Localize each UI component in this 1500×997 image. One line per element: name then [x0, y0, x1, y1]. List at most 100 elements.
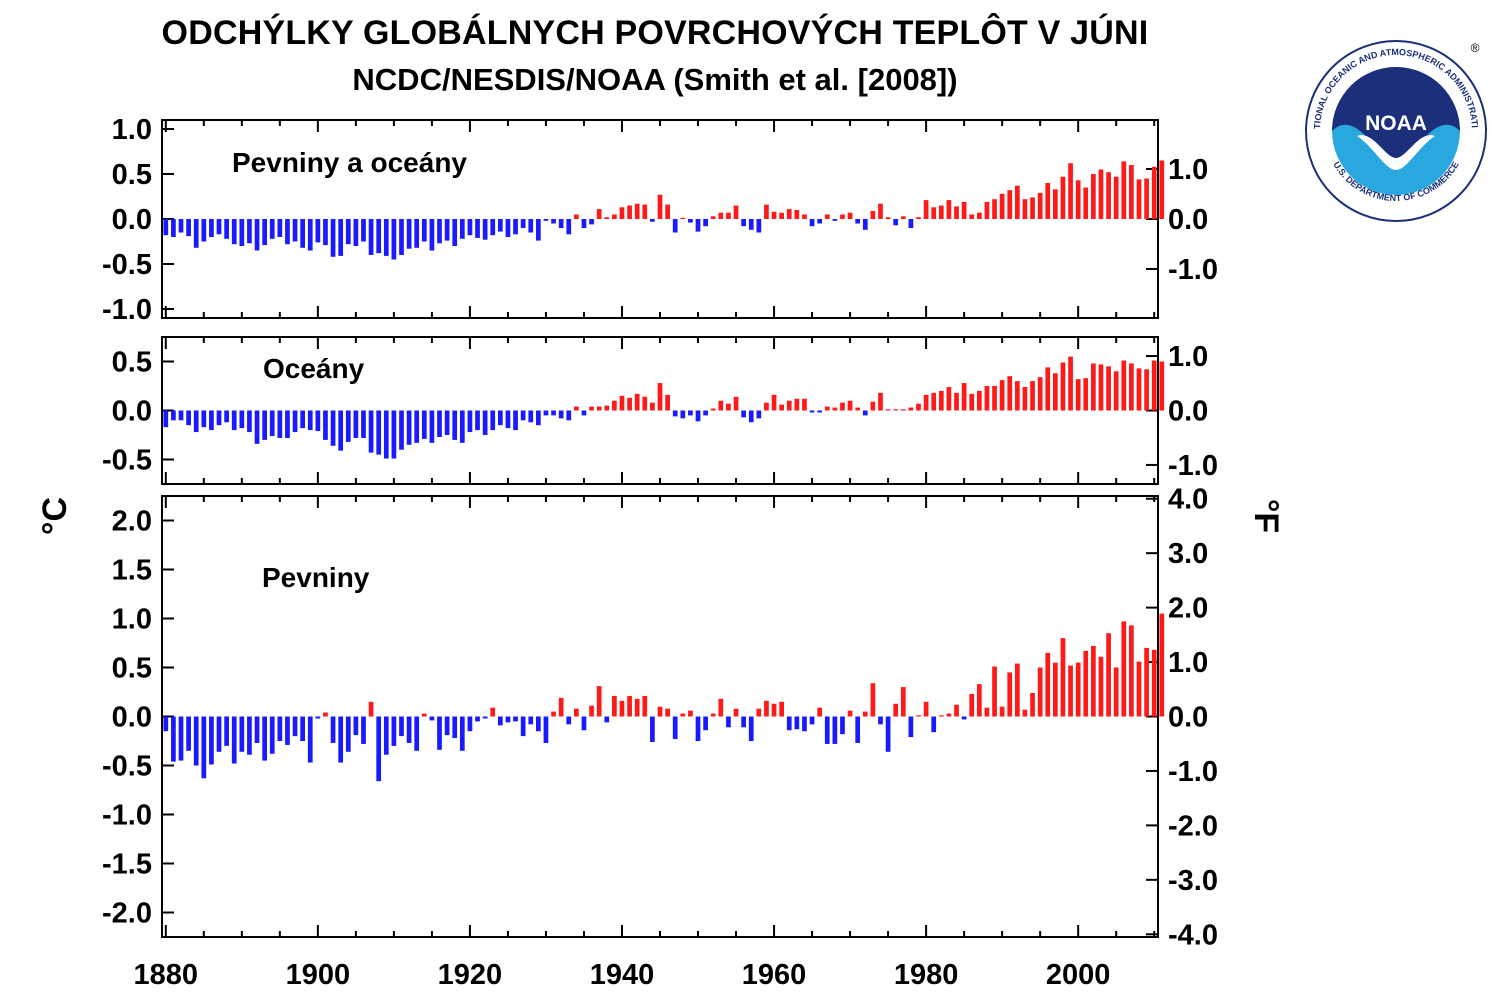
bar-1926 — [513, 410, 518, 431]
bar-1933 — [566, 716, 572, 725]
bar-1977 — [900, 409, 906, 411]
bar-1971 — [855, 407, 861, 411]
bar-2009 — [1144, 178, 1149, 219]
bar-1936 — [589, 219, 594, 225]
bar-1950 — [695, 410, 701, 422]
y-tick-label-fahrenheit: -3.0 — [1168, 865, 1218, 897]
x-tick-label-2000: 2000 — [1046, 959, 1111, 991]
bar-1906 — [361, 410, 366, 438]
bar-2009 — [1144, 369, 1149, 411]
bar-1976 — [893, 409, 899, 411]
y-tick-label-fahrenheit: -1.0 — [1168, 756, 1218, 788]
bar-1991 — [1007, 672, 1013, 717]
logo-navy-field — [1332, 67, 1460, 164]
bar-1890 — [239, 219, 245, 246]
bar-1923 — [490, 707, 496, 717]
bar-1999 — [1068, 356, 1073, 411]
bar-1927 — [520, 410, 526, 421]
bar-1907 — [368, 701, 374, 717]
bar-1901 — [323, 712, 328, 717]
bar-1918 — [452, 716, 458, 739]
bar-1946 — [665, 204, 670, 219]
bar-1999 — [1068, 163, 1073, 219]
bar-1914 — [421, 410, 427, 439]
x-tick-label-1920: 1920 — [438, 959, 503, 991]
bar-1960 — [771, 211, 777, 219]
bar-1984 — [954, 392, 959, 411]
bar-1942 — [634, 698, 640, 717]
x-tick-label-1880: 1880 — [134, 959, 199, 991]
y-tick-label-celsius: 0.5 — [112, 653, 152, 685]
bar-1966 — [817, 410, 823, 413]
bar-1903 — [338, 219, 344, 256]
bar-1968 — [832, 407, 838, 411]
bar-1929 — [535, 219, 541, 241]
bar-1949 — [688, 219, 693, 223]
bar-1958 — [756, 410, 762, 419]
bar-2006 — [1121, 161, 1127, 219]
bar-1990 — [999, 193, 1005, 219]
bar-1919 — [459, 219, 465, 239]
y-tick-label-fahrenheit: 1.0 — [1168, 341, 1208, 373]
bar-1929 — [535, 716, 541, 732]
bar-1924 — [497, 716, 503, 726]
bar-2005 — [1113, 371, 1119, 411]
bar-1969 — [840, 214, 845, 219]
bar-1967 — [824, 214, 830, 219]
bar-1975 — [885, 716, 891, 752]
bar-1939 — [612, 695, 617, 717]
bar-1992 — [1014, 663, 1020, 717]
bar-1985 — [961, 716, 967, 720]
bar-1988 — [984, 201, 990, 219]
bar-1911 — [399, 716, 404, 737]
bar-1896 — [285, 716, 290, 745]
bar-1970 — [847, 400, 853, 411]
bar-1948 — [680, 410, 686, 419]
bar-1988 — [984, 707, 990, 717]
bar-1890 — [239, 716, 245, 752]
bar-1974 — [878, 716, 883, 725]
bar-1961 — [779, 404, 785, 411]
bar-1896 — [285, 410, 290, 438]
y-tick-label-celsius: -0.5 — [102, 445, 152, 477]
bar-1905 — [353, 410, 359, 438]
y-tick-label-celsius: -2.0 — [102, 898, 152, 930]
bar-2001 — [1083, 187, 1089, 219]
x-tick-label-1960: 1960 — [742, 959, 807, 991]
bar-2004 — [1106, 366, 1111, 411]
bar-1918 — [452, 219, 458, 246]
bar-1917 — [444, 410, 450, 435]
bar-1899 — [307, 219, 313, 251]
bar-1912 — [406, 410, 412, 445]
bar-1962 — [786, 209, 792, 219]
bar-1889 — [231, 219, 237, 245]
bar-1884 — [193, 410, 199, 433]
bar-1927 — [520, 219, 526, 228]
bar-1989 — [992, 386, 997, 411]
bar-1940 — [619, 395, 625, 411]
y-tick-label-celsius: 0.0 — [112, 396, 152, 428]
bar-1886 — [209, 219, 214, 237]
y-tick-label-fahrenheit: -2.0 — [1168, 810, 1218, 842]
bar-1942 — [634, 203, 640, 219]
bar-1970 — [847, 710, 853, 717]
bar-1937 — [596, 686, 602, 717]
bar-1971 — [855, 716, 861, 743]
logo-bird-shape — [1357, 135, 1435, 170]
bar-1938 — [604, 217, 610, 219]
bar-1893 — [262, 410, 267, 440]
bar-1932 — [558, 219, 564, 228]
bar-1928 — [528, 219, 534, 233]
y-tick-label-celsius: 0.0 — [112, 702, 152, 734]
bar-1915 — [429, 716, 435, 721]
y-tick-label-fahrenheit: 1.0 — [1168, 647, 1208, 679]
bar-1991 — [1007, 190, 1013, 219]
bar-1914 — [421, 713, 427, 717]
bar-1982 — [938, 205, 944, 219]
bar-2007 — [1129, 625, 1134, 717]
bar-1906 — [361, 716, 366, 744]
bar-1914 — [421, 219, 427, 242]
bar-1933 — [566, 219, 572, 235]
bar-1954 — [726, 212, 731, 219]
bar-1955 — [733, 396, 739, 411]
